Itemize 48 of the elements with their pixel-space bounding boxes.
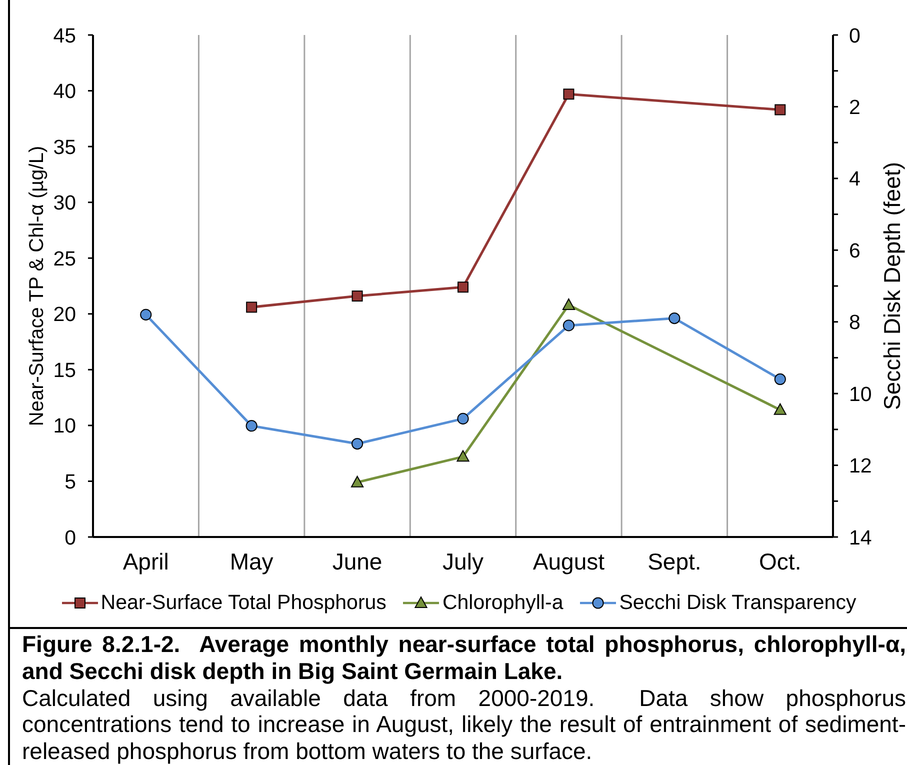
y2-tick-label: 14 [849,526,872,550]
y2-tick-label: 6 [849,239,860,262]
y-tick-label: 45 [53,24,76,48]
point [563,88,574,100]
y2-tick-label: 2 [849,96,860,119]
y2-tick-label: 4 [849,168,860,191]
y-tick-label: 35 [53,136,76,159]
x-tick-label: April [122,548,169,574]
y-tick-label: 40 [53,80,76,104]
point [350,476,364,488]
point [562,320,575,332]
y-tick-label: 10 [53,414,76,438]
x-tick-label: July [442,548,484,574]
legend-label: Secchi Disk Transparency [619,591,856,615]
y2-tick-label: 0 [849,24,860,48]
y2-tick-label: 8 [849,311,860,334]
text: Calculated using available data from 2000-2019. Data show phosphorus concentrations tend to increase in August, likely the result of entrainment of sediment-released phosphorus from bottom waters to the surface. [22,684,906,765]
legend-label: Near-Surface Total Phosphorus [100,591,386,615]
point [774,403,786,415]
legend-label: Chlorophyll-a [442,591,564,615]
y-tick-label: 20 [53,303,76,326]
y2-axis-title: Secchi Disk Depth (feet) [879,162,905,410]
y-axis-title: Near-Surface TP & Chl-α (µg/L) [26,146,48,426]
point [140,308,152,320]
y2-tick-label: 10 [849,382,872,406]
text: Figure 8.2.1-2. Average monthly near-surface total phosphorus, chlorophyll-α, and Secchi disk depth in Big Saint Germain Lake. [22,631,906,685]
y-tick-label: 5 [64,470,76,494]
point [774,373,786,386]
x-tick-label: Sept. [648,548,702,574]
point [457,412,469,424]
point [351,438,364,450]
y-tick-label: 30 [53,192,76,215]
point [774,104,786,116]
y-tick-label: 25 [53,247,76,270]
x-tick-label: August [532,548,606,574]
y-tick-label: 0 [64,526,76,550]
point [246,420,258,432]
point [562,298,576,310]
x-tick-label: May [230,548,274,574]
point [246,302,258,313]
y-tick-label: 15 [53,358,76,382]
x-tick-label: June [332,548,382,574]
y2-tick-label: 12 [849,454,872,478]
point [352,290,363,302]
point [456,450,470,462]
point [668,312,680,324]
x-tick-label: Oct. [759,548,802,574]
point [458,282,468,293]
